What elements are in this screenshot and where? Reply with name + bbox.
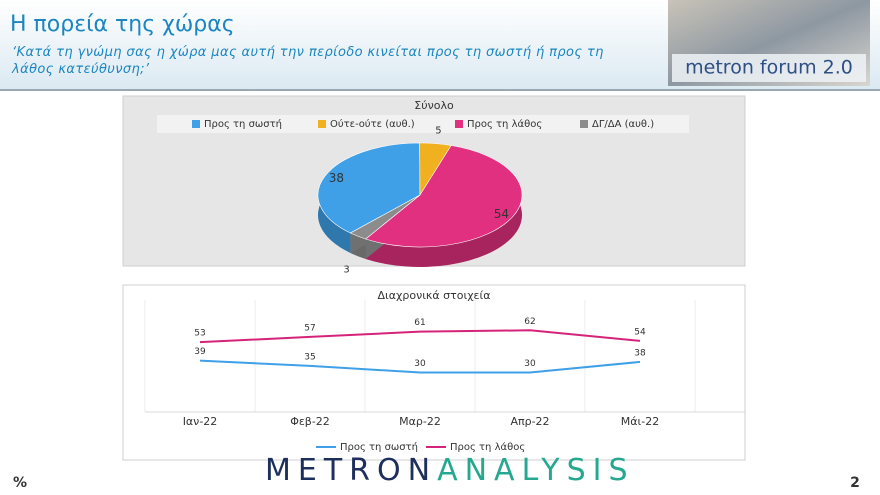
x-tick-label: Φεβ-22 (290, 415, 330, 428)
subtitle: ‘Κατά τη γνώμη σας η χώρα μας αυτή την π… (12, 45, 604, 77)
data-label: 30 (524, 359, 536, 369)
data-label: 38 (329, 171, 344, 185)
pie-legend-box (157, 115, 689, 133)
data-label: 3 (343, 265, 349, 276)
line-series (199, 359, 641, 374)
data-label: 61 (414, 318, 425, 328)
data-label: 38 (634, 348, 646, 358)
data-label: 5 (435, 125, 441, 136)
chart-title: Διαχρονικά στοιχεία (378, 289, 491, 302)
x-tick-label: Απρ-22 (510, 415, 549, 428)
data-label: 39 (194, 347, 206, 357)
legend-label: Προς τη λάθος (467, 118, 542, 130)
data-label: 54 (634, 327, 646, 337)
data-label: 30 (414, 359, 426, 369)
data-label: 54 (494, 207, 509, 221)
unit-note: % (13, 475, 27, 491)
x-tick-label: Μαρ-22 (399, 415, 441, 428)
legend-swatch (580, 120, 588, 128)
data-label: 57 (304, 323, 315, 333)
legend-swatch (318, 120, 326, 128)
data-label: 35 (304, 352, 315, 362)
legend-swatch (192, 120, 200, 128)
title: Η πορεία της χώρας (10, 12, 235, 37)
legend-swatch (455, 120, 463, 128)
logo-plate (672, 54, 866, 82)
pie-slice (317, 142, 421, 234)
data-label: 53 (194, 329, 205, 339)
pie-side (365, 145, 522, 267)
line-series (199, 329, 641, 344)
legend-label: Προς τη σωστή (340, 441, 418, 453)
brand-right: ANALYSIS (437, 453, 634, 488)
legend-label: Προς τη λάθος (450, 441, 525, 453)
logo-text: metron forum 2.0 (685, 57, 853, 79)
data-label: 62 (524, 317, 535, 327)
page-number: 2 (850, 475, 860, 491)
brand: METRONANALYSIS (265, 453, 635, 488)
legend-label: ΔΓ/ΔΑ (αυθ.) (592, 119, 654, 130)
pie-slice (349, 194, 421, 240)
legend-label: Ούτε-ούτε (αυθ.) (330, 118, 415, 130)
pie-slice (365, 145, 523, 248)
x-tick-label: Ιαν-22 (183, 415, 218, 428)
brand-left: METRON (265, 453, 437, 488)
chart-title: Σύνολο (414, 99, 454, 112)
x-tick-label: Μάι-22 (621, 415, 659, 428)
legend-label: Προς τη σωστή (204, 118, 282, 130)
